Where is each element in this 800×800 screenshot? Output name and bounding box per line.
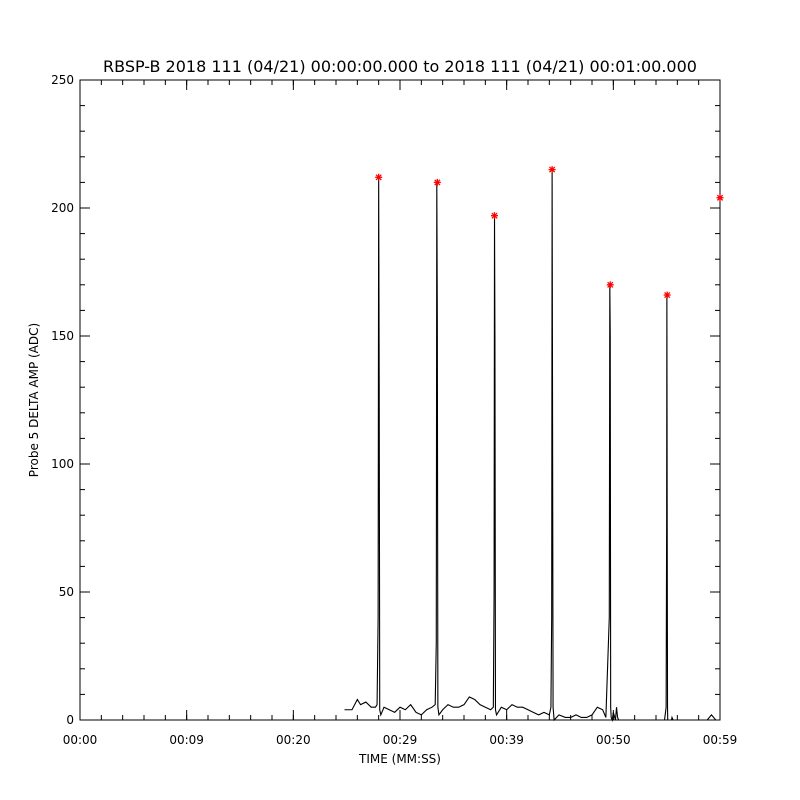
x-axis-label: TIME (MM:SS): [358, 752, 441, 766]
x-tick-label: 00:59: [703, 733, 738, 747]
peak-marker: [548, 166, 556, 174]
x-tick-label: 00:00: [63, 733, 98, 747]
plot-frame: [79, 79, 721, 721]
y-tick-label: 50: [59, 585, 74, 599]
y-tick-label: 0: [66, 713, 74, 727]
chart-title: RBSP-B 2018 111 (04/21) 00:00:00.000 to …: [103, 57, 697, 76]
x-tick-label: 00:20: [276, 733, 311, 747]
axis-ticks: 0 50 100 150 200 250 00:00 00:09 00:20 00:29 00:39…: [51, 73, 737, 747]
y-axis-label: Probe 5 DELTA AMP (ADC): [27, 323, 41, 477]
peak-marker: [606, 281, 614, 289]
x-tick-label: 00:09: [169, 733, 204, 747]
peak-marker-stroke: [434, 179, 441, 186]
y-tick-label: 200: [51, 201, 74, 215]
y-tick-label: 250: [51, 73, 74, 87]
peak-marker-stroke: [491, 212, 498, 219]
peak-marker-stroke: [664, 291, 671, 299]
series-line: [344, 169, 720, 723]
peak-marker-stroke: [375, 174, 382, 181]
x-tick-label: 00:39: [489, 733, 524, 747]
x-tick-label: 00:29: [383, 733, 418, 747]
peak-marker-stroke: [607, 281, 614, 288]
peak-markers: [375, 166, 724, 299]
peak-marker: [716, 194, 724, 202]
peak-marker: [433, 178, 441, 186]
peak-marker-stroke: [549, 166, 556, 173]
peak-marker: [663, 291, 671, 299]
series-group: [344, 169, 720, 723]
peak-marker: [491, 212, 499, 220]
x-tick-label: 00:50: [596, 733, 631, 747]
y-tick-label: 100: [51, 457, 74, 471]
peak-marker: [375, 173, 383, 181]
y-tick-label: 150: [51, 329, 74, 343]
peak-marker-stroke: [716, 194, 724, 201]
